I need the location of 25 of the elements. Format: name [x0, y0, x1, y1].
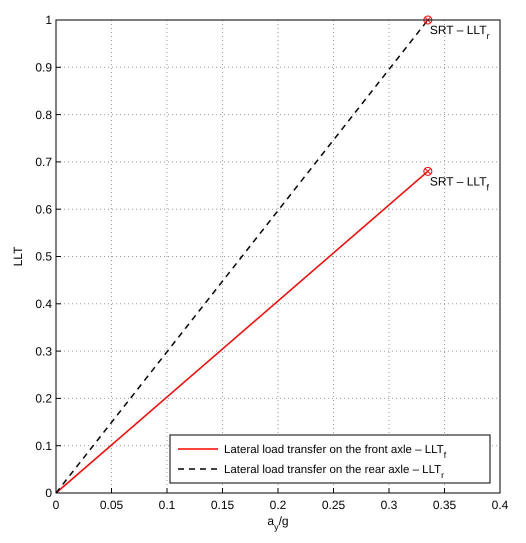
y-tick-label: 0.6: [35, 202, 52, 216]
y-axis-title: LLT: [11, 246, 25, 266]
annotation: SRT – LLT$_{r}$: [430, 23, 490, 41]
y-tick-label: 0.9: [35, 60, 52, 74]
x-tick-label: 0.35: [432, 498, 456, 512]
y-tick-label: 0.2: [35, 392, 52, 406]
x-tick-label: 0.2: [270, 498, 287, 512]
y-tick-label: 0.1: [35, 438, 52, 453]
legend-label: Lateral load transfer on the rear axle – LLT$_{r}$: [224, 464, 444, 480]
y-tick-label: 0.3: [35, 344, 52, 358]
x-tick-label: 0.05: [100, 498, 124, 512]
x-axis-title: a$_{y}$/g: [267, 514, 289, 532]
y-tick-label: 0.4: [35, 297, 52, 311]
x-tick-label: 0.1: [158, 498, 176, 512]
y-tick-label: 0.7: [35, 155, 52, 170]
x-tick-label: 0.3: [380, 498, 398, 512]
y-tick-label: 1: [45, 13, 52, 28]
y-tick-label: 0.8: [35, 108, 52, 122]
x-tick-label: 0.4: [492, 498, 509, 512]
x-tick-label: 0.15: [210, 498, 234, 512]
annotation: SRT – LLT$_{f}$: [430, 174, 490, 192]
y-tick-label: 0.5: [35, 250, 52, 264]
x-tick-label: 0.25: [322, 498, 346, 512]
legend-label: Lateral load transfer on the front axle – LLT$_{f}$: [224, 444, 447, 460]
y-tick-label: 0: [45, 486, 52, 500]
